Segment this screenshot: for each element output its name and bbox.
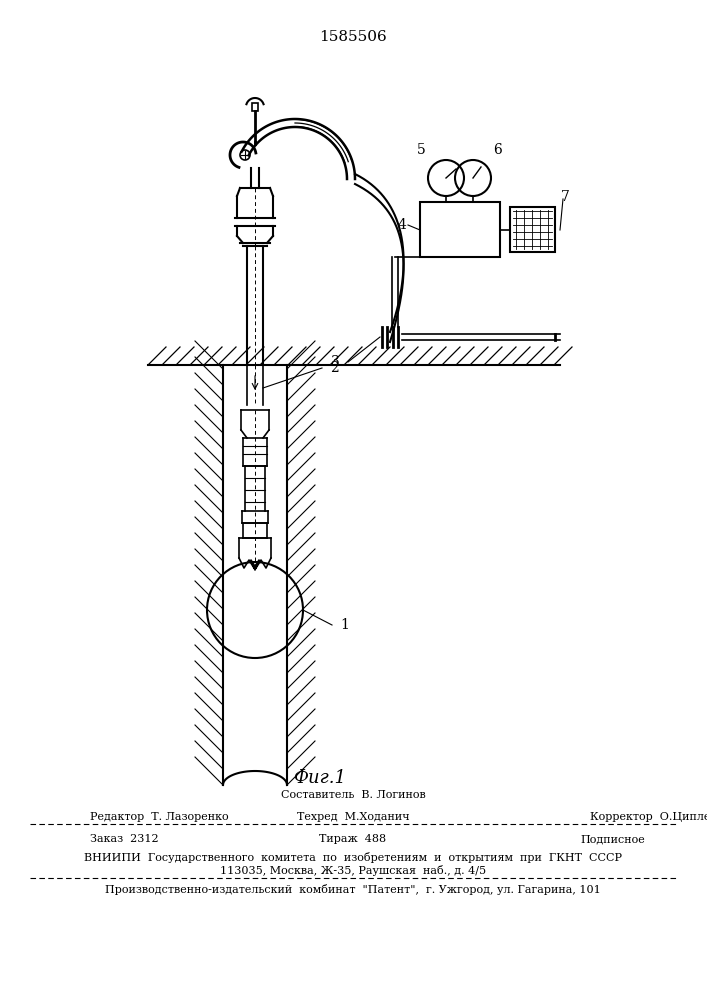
- Text: 3: 3: [332, 355, 340, 369]
- Text: 5: 5: [416, 143, 426, 157]
- Text: ВНИИПИ  Государственного  комитета  по  изобретениям  и  открытиям  при  ГКНТ  С: ВНИИПИ Государственного комитета по изоб…: [84, 852, 622, 863]
- Text: Тираж  488: Тираж 488: [320, 834, 387, 844]
- Bar: [252, 103, 258, 111]
- Text: Заказ  2312: Заказ 2312: [90, 834, 158, 844]
- Bar: [510, 207, 555, 252]
- Text: 4: 4: [397, 218, 407, 232]
- Text: Фиг.1: Фиг.1: [293, 769, 346, 787]
- Text: 2: 2: [330, 361, 339, 375]
- Text: Редактор  Т. Лазоренко: Редактор Т. Лазоренко: [90, 812, 228, 822]
- Text: 6: 6: [493, 143, 503, 157]
- Bar: [420, 202, 500, 257]
- Text: Производственно-издательский  комбинат  "Патент",  г. Ужгород, ул. Гагарина, 101: Производственно-издательский комбинат "П…: [105, 884, 601, 895]
- Text: Составитель  В. Логинов: Составитель В. Логинов: [281, 790, 426, 800]
- Text: Корректор  О.Ципле: Корректор О.Ципле: [590, 812, 707, 822]
- Text: 7: 7: [561, 190, 569, 204]
- Text: Подписное: Подписное: [580, 834, 645, 844]
- Text: 113035, Москва, Ж-35, Раушская  наб., д. 4/5: 113035, Москва, Ж-35, Раушская наб., д. …: [220, 865, 486, 876]
- Text: 1585506: 1585506: [319, 30, 387, 44]
- Text: Техред  М.Ходанич: Техред М.Ходанич: [297, 812, 409, 822]
- Text: 1: 1: [340, 618, 349, 632]
